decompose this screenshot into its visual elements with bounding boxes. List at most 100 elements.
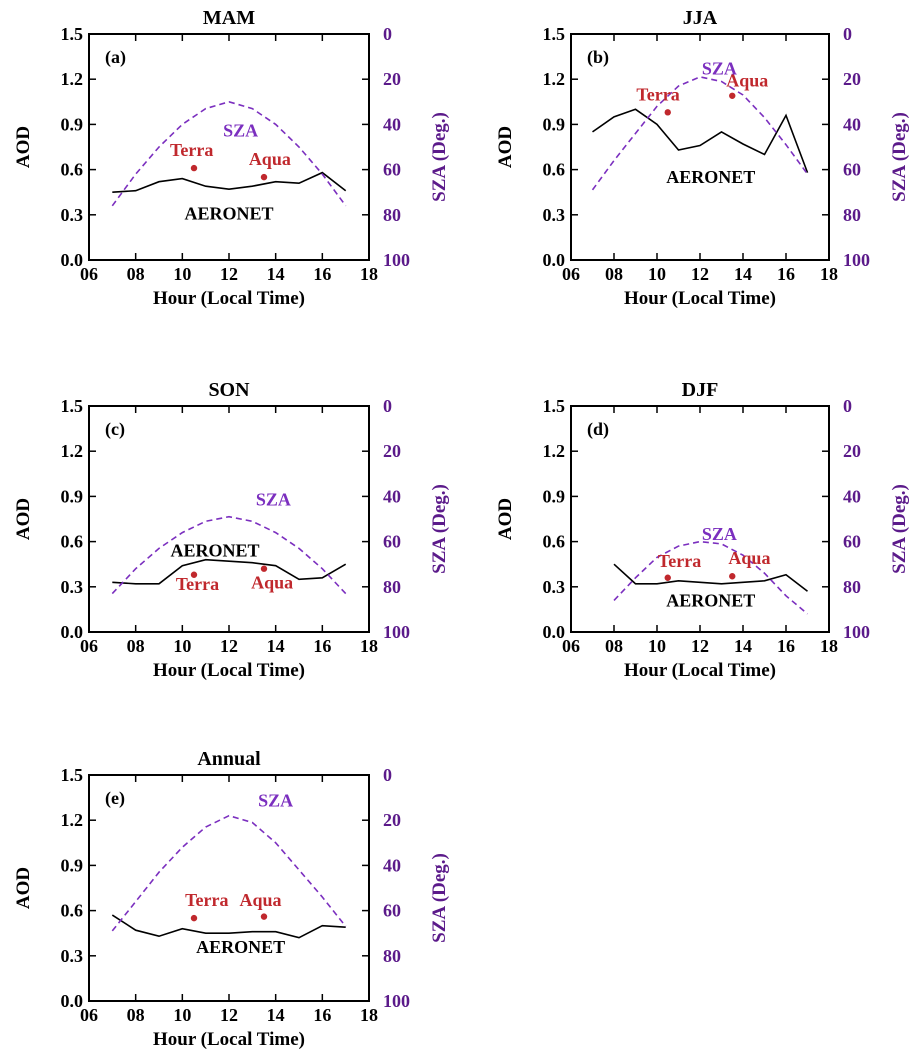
y-tick-label: 0.6 [543,532,566,552]
plot-frame [88,774,370,1002]
x-tick-label: 18 [360,636,378,656]
y-tick-label: 0.0 [61,250,84,270]
y2-tick-label: 0 [383,765,392,785]
x-axis-label: Hour (Local Time) [153,1029,305,1050]
x-tick-label: 08 [605,264,623,284]
aqua-annotation: Aqua [726,71,768,91]
x-tick-label: 14 [267,264,285,284]
y-tick-label: 1.2 [543,441,566,461]
x-tick-label: 12 [220,264,238,284]
y2-tick-label: 20 [383,69,401,89]
x-tick-label: 14 [734,636,752,656]
y-tick-label: 0.3 [61,577,84,597]
y2-tick-label: 40 [383,114,401,134]
sza-line [111,515,347,595]
chart-panel-3: SON 06 08 10 12 14 16 18 0.0 0.3 0.6 0.9 1.2 1.5 0 20 40… [13,379,450,681]
y-axis-label: AOD [13,867,34,909]
terra-annotation: Terra [185,890,228,910]
panel-label: (d) [587,419,609,440]
chart-title: SON [208,379,250,401]
x-tick-label: 12 [691,264,709,284]
aeronet-annotation: AERONET [196,937,285,957]
y-tick-label: 0.3 [61,946,84,966]
y2-tick-label: 0 [843,396,852,416]
y-axis-label: AOD [495,126,516,168]
y2-tick-label: 40 [843,486,861,506]
aqua-annotation: Aqua [239,890,281,910]
terra-annotation: Terra [176,574,219,594]
y2-tick-label: 100 [843,250,870,270]
y-tick-label: 0.3 [543,577,566,597]
y-tick-label: 0.9 [543,114,566,134]
terra-annotation: Terra [170,140,213,160]
aeronet-annotation: AERONET [184,203,273,223]
plot-frame [88,405,370,633]
y2-axis-label: SZA (Deg.) [889,484,910,574]
x-axis-label: Hour (Local Time) [624,288,776,309]
plot-frame [570,33,830,261]
y2-axis-label: SZA (Deg.) [889,112,910,202]
y2-tick-label: 20 [843,69,861,89]
y2-tick-label: 40 [843,114,861,134]
terra-annotation: Terra [636,84,679,104]
x-tick-label: 06 [562,264,580,284]
aeronet-annotation: AERONET [666,167,755,187]
x-tick-label: 10 [173,1005,191,1025]
aqua-annotation: Aqua [251,572,293,592]
x-tick-label: 18 [820,636,838,656]
sza-annotation: SZA [702,59,737,79]
terra-point [664,109,671,116]
y-tick-label: 1.5 [61,24,84,44]
y-tick-label: 0.3 [61,205,84,225]
y2-axis-label: SZA (Deg.) [429,112,450,202]
y-tick-label: 0.9 [61,855,84,875]
terra-point [190,571,198,578]
y2-tick-label: 80 [843,205,861,225]
x-tick-label: 18 [360,264,378,284]
y-axis-label: AOD [13,126,34,168]
aqua-point [260,173,268,181]
y2-tick-label: 40 [383,855,401,875]
x-tick-label: 18 [820,264,838,284]
y-tick-label: 1.2 [543,69,566,89]
x-axis-label: Hour (Local Time) [153,288,305,309]
chart-title: JJA [683,7,718,29]
y2-tick-label: 80 [383,577,401,597]
y2-tick-label: 80 [383,205,401,225]
sza-annotation: SZA [256,489,291,509]
y2-tick-label: 100 [383,250,410,270]
y2-tick-label: 60 [383,160,401,180]
aqua-point [260,913,268,920]
y-tick-label: 0.6 [61,160,84,180]
aeronet-line [112,171,347,193]
y2-tick-label: 100 [843,622,870,642]
x-tick-label: 08 [127,1005,145,1025]
y-tick-label: 1.2 [61,441,84,461]
y-tick-label: 1.5 [543,24,566,44]
y2-tick-label: 20 [383,810,401,830]
plot-frame [88,33,370,261]
x-tick-label: 10 [648,636,666,656]
aqua-point [729,92,736,99]
y2-tick-label: 0 [383,396,392,416]
y2-tick-label: 80 [383,946,401,966]
aqua-annotation: Aqua [728,548,770,568]
panel-label: (a) [105,47,126,68]
y-axis-label: AOD [495,498,516,540]
sza-line [111,814,347,932]
panel-label: (e) [105,788,125,809]
terra-point [190,164,198,172]
y2-tick-label: 60 [383,901,401,921]
y-tick-label: 1.2 [61,810,84,830]
x-tick-label: 12 [220,1005,238,1025]
aeronet-line [112,558,347,585]
x-tick-label: 06 [80,264,98,284]
y2-tick-label: 20 [383,441,401,461]
aqua-annotation: Aqua [249,149,291,169]
x-tick-label: 16 [313,264,331,284]
aeronet-line [613,563,808,592]
x-axis-label: Hour (Local Time) [624,660,776,681]
y-tick-label: 0.0 [61,991,84,1011]
x-tick-label: 12 [691,636,709,656]
